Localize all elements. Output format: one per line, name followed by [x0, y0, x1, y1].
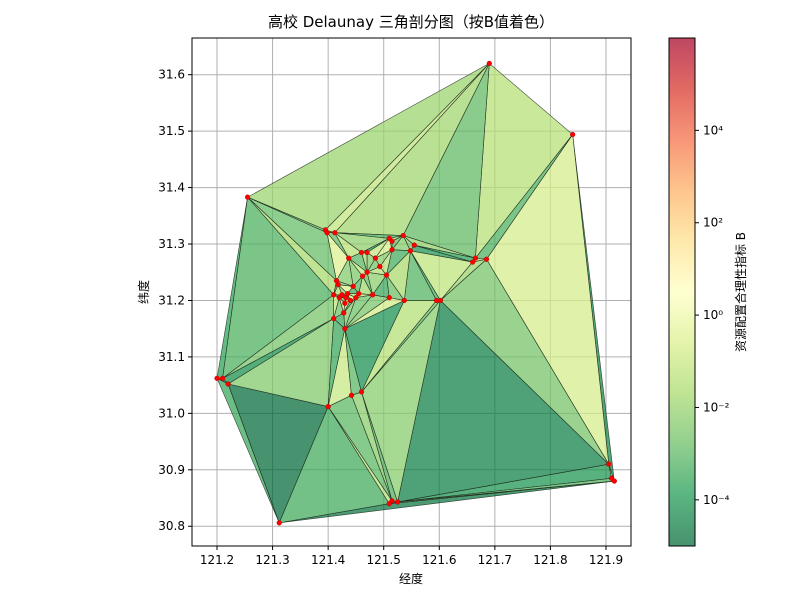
school-point: [332, 230, 338, 236]
x-ticks: 121.2 121.3 121.4 121.5 121.6 121.7 121.8 121.9: [200, 546, 623, 567]
school-point: [364, 269, 370, 275]
school-point: [370, 292, 376, 298]
school-point: [386, 295, 392, 301]
delaunay-triangle: [386, 274, 405, 301]
school-point: [339, 292, 345, 298]
school-points: [214, 60, 617, 526]
school-point: [342, 300, 348, 306]
school-point: [377, 264, 383, 270]
y-tick-label: 31.4: [158, 181, 185, 195]
school-point: [358, 389, 365, 395]
x-tick-label: 121.3: [255, 553, 289, 567]
school-point: [486, 60, 492, 67]
school-point: [343, 295, 349, 301]
school-point: [331, 292, 337, 298]
school-point: [276, 520, 282, 526]
school-point: [358, 249, 365, 256]
delaunay-triangle: [361, 252, 368, 273]
colorbar-gradient: [668, 37, 696, 547]
delaunay-triangle: [374, 249, 393, 268]
school-point: [214, 375, 220, 381]
school-point: [470, 259, 476, 265]
y-tick-label: 31.0: [158, 406, 185, 420]
y-axis-label: 纬度: [136, 280, 151, 304]
x-tick-label: 121.5: [367, 553, 401, 567]
school-point: [335, 282, 341, 288]
school-point: [389, 498, 395, 504]
school-point: [342, 326, 348, 332]
colorbar-tick-label: 10⁻²: [703, 400, 730, 414]
y-tick-label: 30.9: [158, 463, 185, 477]
x-tick-label: 121.6: [422, 553, 456, 567]
school-point: [350, 283, 356, 289]
school-point: [244, 194, 251, 200]
x-tick-label: 121.2: [200, 553, 234, 567]
school-point: [341, 310, 347, 316]
colorbar-label: 资源配置合理性指标 B: [733, 232, 748, 352]
school-point: [437, 297, 443, 304]
school-point: [383, 272, 390, 278]
school-point: [225, 381, 231, 387]
school-point: [395, 499, 401, 505]
x-axis-label: 经度: [399, 571, 423, 586]
school-point: [356, 291, 362, 297]
delaunay-triangle: [439, 258, 610, 465]
colorbar-ticks: 10⁴ 10² 10⁰ 10⁻² 10⁻⁴: [695, 123, 730, 507]
triangulation: [216, 62, 615, 524]
y-tick-label: 31.2: [158, 293, 185, 307]
school-point: [570, 131, 576, 138]
school-point: [389, 238, 395, 244]
delaunay-triangle: [333, 283, 343, 296]
colorbar-tick-label: 10⁰: [703, 308, 723, 322]
school-point: [347, 297, 353, 304]
school-point: [219, 375, 226, 381]
school-point: [411, 242, 417, 248]
school-point: [359, 273, 366, 279]
y-tick-label: 31.3: [158, 237, 185, 251]
school-point: [407, 248, 413, 254]
y-tick-label: 31.1: [158, 350, 185, 364]
school-point: [325, 403, 331, 410]
y-tick-label: 31.6: [158, 68, 185, 82]
plot-area-frame: [191, 37, 632, 547]
x-tick-label: 121.7: [478, 553, 512, 567]
school-point: [364, 249, 370, 256]
school-point: [400, 232, 406, 239]
school-point: [389, 247, 395, 253]
school-point: [372, 255, 378, 261]
school-point: [606, 461, 612, 467]
delaunay-triangle: [338, 297, 346, 313]
colorbar: 10⁴ 10² 10⁰ 10⁻² 10⁻⁴ 资源配置合理性指标 B: [668, 37, 748, 547]
school-point: [611, 478, 617, 484]
y-tick-label: 31.5: [158, 124, 185, 138]
x-tick-label: 121.9: [589, 553, 623, 567]
school-point: [483, 256, 490, 262]
school-point: [472, 255, 479, 261]
colorbar-tick-label: 10⁴: [703, 123, 723, 137]
colorbar-tick-label: 10²: [703, 216, 723, 230]
chart-title: 高校 Delaunay 三角剖分图（按B值着色）: [268, 13, 554, 31]
x-tick-label: 121.4: [311, 553, 345, 567]
school-point: [401, 297, 407, 304]
school-point: [331, 315, 337, 322]
school-point: [324, 230, 330, 236]
school-point: [353, 295, 359, 301]
colorbar-tick-label: 10⁻⁴: [703, 493, 730, 507]
delaunay-triangle: [348, 257, 368, 277]
x-tick-label: 121.8: [533, 553, 567, 567]
school-point: [346, 255, 352, 261]
school-point: [348, 392, 355, 398]
y-ticks: 30.8 30.9 31.0 31.1 31.2 31.3 31.4 31.5 31.6: [158, 68, 192, 533]
y-tick-label: 30.8: [158, 519, 185, 533]
